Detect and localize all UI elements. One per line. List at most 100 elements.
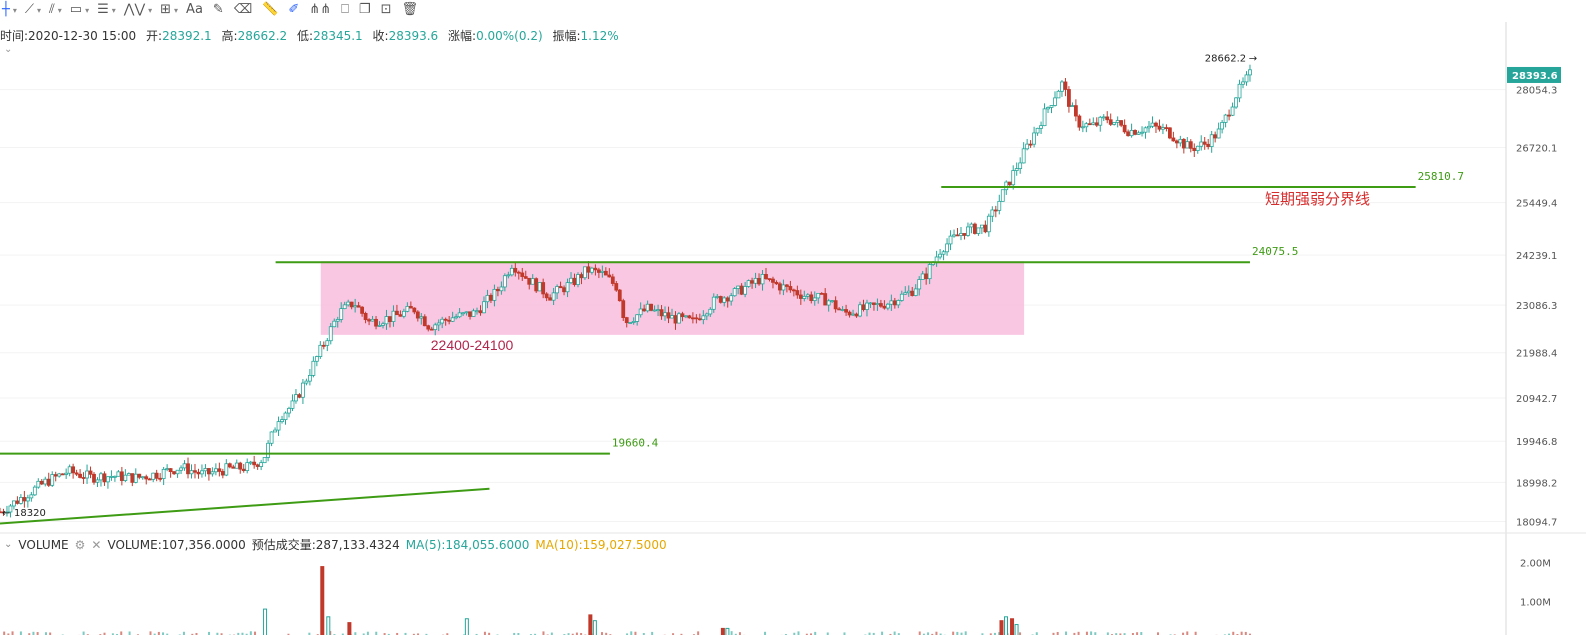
caret-down-icon[interactable]: ▾	[174, 5, 179, 15]
fib-tool-icon[interactable]: ☰ ▾	[95, 0, 116, 20]
candle-body	[753, 277, 758, 284]
candle-body	[1101, 116, 1106, 119]
candle-body	[1223, 114, 1228, 123]
close-icon[interactable]: ✕	[91, 537, 102, 552]
volume-tick-label: 1.00M	[1520, 597, 1551, 608]
candle-body	[311, 360, 316, 376]
y-tick-label: 18094.7	[1516, 518, 1557, 529]
trendline-layer	[0, 487, 490, 525]
candle-body	[370, 318, 375, 322]
candle-body	[666, 312, 671, 319]
candle-body	[562, 287, 566, 293]
candle-body	[959, 233, 963, 236]
candle-body	[499, 286, 504, 292]
candle-body	[826, 300, 831, 306]
pattern-tool-icon[interactable]: ⋀⋁ ▾	[122, 0, 152, 20]
eraser-tool-icon[interactable]: ⌫	[232, 0, 254, 20]
volume-bar	[36, 632, 39, 635]
copy-tool-icon[interactable]: ❐	[357, 0, 373, 20]
candle-body	[1080, 126, 1085, 129]
high-value: 28662.2	[237, 29, 288, 43]
brush-tool-icon[interactable]: ✎	[211, 0, 226, 20]
candle-body	[865, 302, 869, 310]
volume-bar	[738, 632, 741, 635]
volume-bar	[483, 631, 486, 635]
caret-down-icon[interactable]: ▾	[148, 5, 153, 15]
candle-body	[1, 511, 6, 514]
time-label: 时间:	[0, 29, 29, 43]
lock-tool-icon[interactable]: ⎕	[339, 0, 351, 20]
candle-body	[64, 472, 69, 475]
volume-bar	[1228, 633, 1231, 635]
candle-body	[708, 308, 713, 315]
candle-body	[203, 468, 208, 472]
candle-body	[1070, 105, 1075, 108]
caret-down-icon[interactable]: ▾	[12, 5, 17, 15]
measure-tool-icon[interactable]: ⊞ ▾	[158, 0, 178, 20]
candle-body	[429, 328, 434, 331]
candle-body	[220, 471, 225, 476]
candle-body	[457, 312, 462, 318]
rectangle-tool-icon[interactable]: ▭ ▾	[68, 0, 89, 20]
low-marker-label: 18320	[14, 508, 46, 519]
trend-line-tool-icon[interactable]: ⟋ ▾	[23, 0, 41, 20]
candle-body	[805, 294, 810, 297]
volume-bar	[881, 631, 884, 635]
volume-bar	[1194, 631, 1197, 635]
crosshair-tool-icon[interactable]: ┼ ▾	[0, 0, 17, 20]
candle-body	[725, 297, 730, 302]
magnet-tool-icon[interactable]: ⋔⋔	[307, 0, 333, 20]
candle-body	[391, 310, 396, 322]
volume-bar	[417, 633, 420, 635]
text-tool-icon[interactable]: Aa	[184, 0, 205, 20]
multi-line-tool-icon[interactable]: ⫽ ▾	[47, 0, 62, 20]
settings-gear-icon[interactable]: ⚙	[74, 537, 86, 552]
caret-down-icon[interactable]: ▾	[57, 5, 62, 15]
candle-body	[976, 227, 981, 234]
caret-down-icon[interactable]: ▾	[85, 5, 90, 15]
ruler-tool-glyph: 📏	[262, 2, 279, 17]
volume-bar	[605, 632, 608, 635]
candle-body	[1227, 114, 1231, 117]
volume-bar	[3, 631, 6, 635]
caret-down-icon[interactable]: ▾	[111, 5, 116, 15]
candle-body	[819, 292, 824, 295]
candle-body	[144, 476, 149, 480]
candle-body	[252, 461, 257, 466]
candle-body	[1035, 127, 1040, 134]
candle-body	[656, 309, 660, 312]
candle-body	[419, 316, 424, 319]
candle-body	[541, 282, 546, 295]
candle-body	[106, 476, 110, 483]
candle-body	[335, 319, 340, 322]
candle-body	[46, 478, 51, 486]
trend-line-tool-glyph: ⟋	[24, 2, 34, 17]
candle-body	[307, 375, 312, 382]
candle-body	[889, 300, 894, 305]
candle-body	[374, 318, 378, 327]
volume-bar	[7, 633, 10, 635]
candle-body	[113, 475, 117, 478]
candle-body	[15, 500, 20, 504]
collapse-legend-chevron-icon[interactable]: ⌄	[4, 44, 13, 55]
candle-body	[945, 243, 949, 253]
candle-body	[812, 297, 817, 302]
candle-body	[645, 303, 650, 312]
candle-body	[318, 344, 323, 357]
caret-down-icon[interactable]: ▾	[36, 5, 41, 15]
candle-body	[450, 317, 455, 322]
volume-bar	[153, 633, 156, 635]
hide-tool-icon[interactable]: ⊡	[379, 0, 394, 20]
change-value: 0.00%(0.2)	[476, 29, 543, 43]
candle-body	[781, 284, 786, 291]
volume-bar	[446, 633, 449, 635]
volume-spike-bar	[725, 627, 730, 635]
candle-body	[1011, 170, 1016, 186]
pen-tool-icon[interactable]: ✐	[286, 0, 301, 20]
support-trendline	[0, 487, 490, 525]
chevron-down-icon[interactable]: ⌄	[4, 539, 13, 550]
ruler-tool-icon[interactable]: 📏	[260, 0, 280, 20]
candle-body	[1108, 119, 1113, 125]
candle-body	[489, 294, 493, 301]
delete-tool-icon[interactable]: 🗑	[399, 0, 420, 20]
